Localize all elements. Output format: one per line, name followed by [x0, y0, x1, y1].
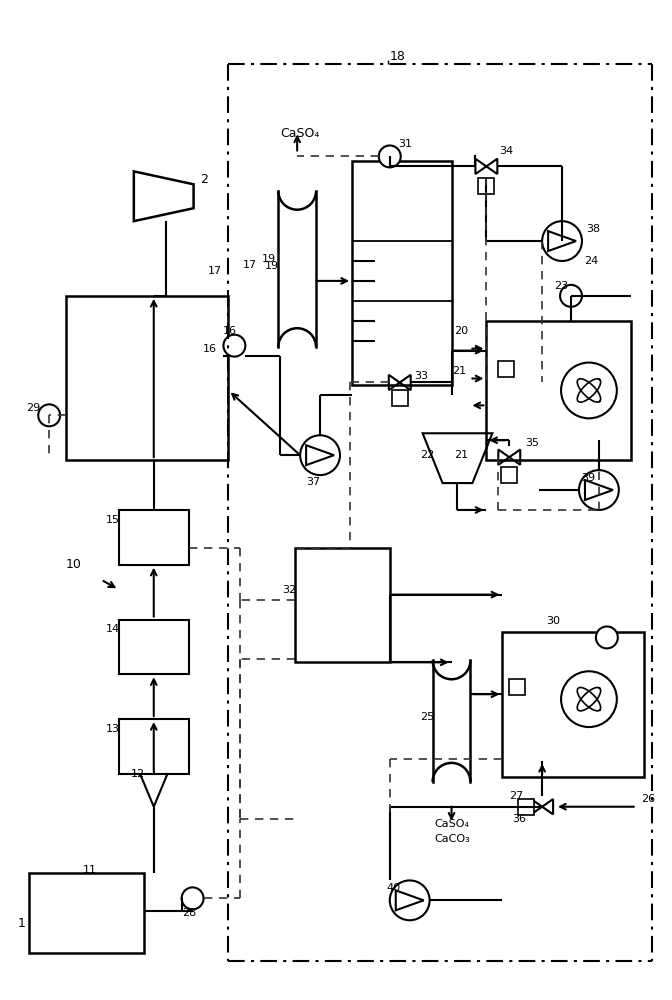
Text: 1: 1	[17, 917, 25, 930]
Bar	[478, 178, 495, 194]
Circle shape	[561, 671, 617, 727]
Circle shape	[561, 363, 617, 418]
Bar	[392, 390, 408, 406]
Text: CaSO₄: CaSO₄	[280, 127, 320, 140]
Bar	[66, 296, 228, 460]
Text: 32: 32	[282, 585, 296, 595]
Text: 23: 23	[554, 281, 569, 291]
Text: 39: 39	[581, 473, 595, 483]
Text: 12: 12	[131, 769, 145, 779]
Bar	[30, 873, 144, 953]
Circle shape	[390, 880, 429, 920]
Text: 30: 30	[546, 616, 560, 626]
Bar	[501, 467, 517, 483]
Text: 13: 13	[106, 724, 120, 734]
Text: 36: 36	[512, 814, 526, 824]
Bar	[502, 632, 644, 777]
Text: 18: 18	[390, 50, 406, 63]
Text: 24: 24	[584, 256, 598, 266]
Text: 2: 2	[200, 173, 208, 186]
Circle shape	[560, 285, 582, 307]
Bar	[487, 321, 631, 460]
Text: CaSO₄: CaSO₄	[435, 819, 470, 829]
Text: 17: 17	[208, 266, 222, 276]
Circle shape	[38, 404, 60, 426]
Bar	[518, 799, 534, 815]
Text: 20: 20	[454, 326, 468, 336]
Bar	[119, 510, 189, 565]
Text: 11: 11	[83, 865, 97, 875]
Text: 19: 19	[262, 254, 276, 264]
Text: 14: 14	[106, 624, 120, 634]
Text: 27: 27	[509, 791, 523, 801]
Bar	[119, 620, 189, 674]
Text: 33: 33	[415, 371, 429, 381]
Text: 19: 19	[265, 261, 280, 271]
Text: 15: 15	[106, 515, 120, 525]
Text: 31: 31	[398, 139, 412, 149]
Circle shape	[181, 887, 204, 909]
Text: CaCO₃: CaCO₃	[435, 834, 470, 844]
Bar	[509, 679, 526, 695]
Bar	[119, 719, 189, 774]
Text: 21: 21	[452, 366, 466, 376]
Text: 25: 25	[419, 712, 434, 722]
Text: 26: 26	[640, 794, 655, 804]
Text: 35: 35	[526, 438, 539, 448]
Bar	[499, 361, 514, 377]
Text: 40: 40	[387, 883, 401, 893]
Text: 38: 38	[586, 224, 600, 234]
Text: 16: 16	[222, 326, 237, 336]
Circle shape	[300, 435, 340, 475]
Circle shape	[596, 626, 618, 648]
Text: 34: 34	[499, 146, 513, 156]
Circle shape	[224, 335, 245, 357]
Bar	[352, 161, 452, 385]
Circle shape	[542, 221, 582, 261]
Text: 37: 37	[306, 477, 321, 487]
Text: 22: 22	[419, 450, 434, 460]
Text: 21: 21	[454, 450, 468, 460]
Text: 28: 28	[181, 908, 196, 918]
Text: 17: 17	[243, 260, 257, 270]
Text: 29: 29	[26, 403, 40, 413]
Text: 16: 16	[202, 344, 216, 354]
Text: 10: 10	[66, 558, 82, 571]
Bar	[295, 548, 390, 662]
Circle shape	[579, 470, 619, 510]
Circle shape	[379, 145, 401, 167]
